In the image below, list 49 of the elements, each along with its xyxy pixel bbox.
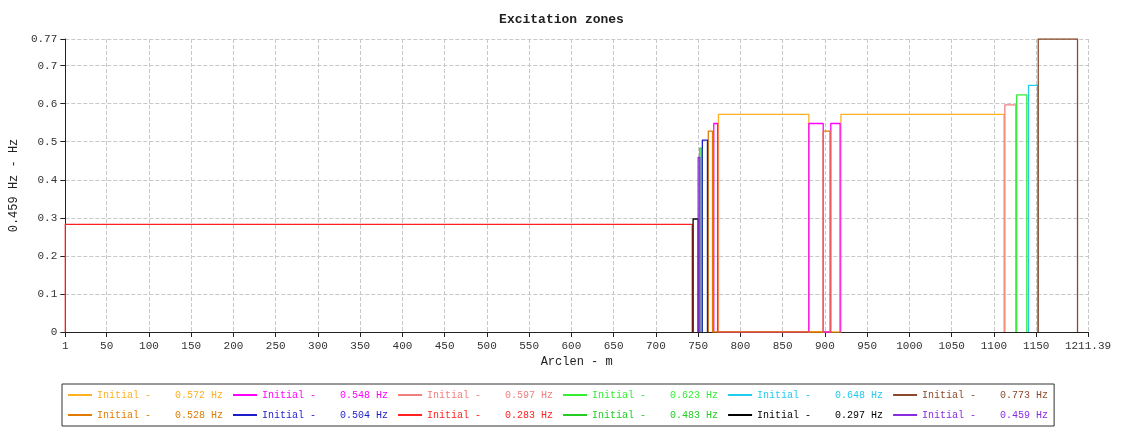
x-tick-label: 800 [730, 339, 751, 352]
x-tick-label: 650 [603, 339, 624, 352]
x-tick-label: 550 [519, 339, 540, 352]
legend-label: Initial - 0.459 Hz [922, 409, 1049, 421]
x-tick-label: 300 [308, 339, 328, 352]
legend-label: Initial - 0.597 Hz [427, 389, 554, 401]
x-tick-label: 950 [857, 339, 878, 352]
x-tick-label: 1000 [896, 339, 923, 352]
legend-label: Initial - 0.773 Hz [922, 389, 1049, 401]
chart-title: Excitation zones [499, 12, 625, 27]
legend-label: Initial - 0.283 Hz [427, 409, 554, 421]
x-tick-label: 150 [181, 339, 202, 352]
x-axis-title: Arclen - m [540, 354, 613, 369]
y-tick-label: 0.4 [37, 173, 58, 186]
x-tick-label: 350 [350, 339, 371, 352]
legend-label: Initial - 0.528 Hz [97, 409, 224, 421]
x-tick-label: 500 [477, 339, 497, 352]
x-tick-label: 1211.39 [1064, 339, 1112, 352]
legend-label: Initial - 0.548 Hz [262, 389, 389, 401]
legend-label: Initial - 0.623 Hz [592, 389, 719, 401]
x-tick-label: 850 [772, 339, 793, 352]
x-tick-label: 100 [139, 339, 159, 352]
y-tick-label: 0.3 [37, 211, 58, 224]
x-tick-label: 250 [265, 339, 286, 352]
x-tick-label: 400 [392, 339, 413, 352]
y-tick-label: 0 [50, 326, 58, 338]
legend-label: Initial - 0.483 Hz [592, 409, 719, 421]
x-tick-label: 50 [100, 339, 114, 352]
y-tick-label: 0.6 [37, 97, 58, 110]
y-tick-label: 0.2 [37, 249, 58, 262]
y-axis-title: 0.459 Hz - Hz [7, 138, 21, 233]
x-tick-label: 700 [646, 339, 666, 352]
x-tick-label: 200 [223, 339, 244, 352]
x-tick-label: 1100 [980, 339, 1008, 352]
legend-label: Initial - 0.648 Hz [757, 389, 884, 401]
x-tick-label: 900 [814, 339, 835, 352]
y-tick-label: 0.1 [37, 287, 58, 300]
x-tick-label: 1 [62, 339, 69, 352]
y-tick-label: 0.77 [30, 33, 58, 45]
x-tick-label: 750 [688, 339, 709, 352]
x-tick-label: 450 [434, 339, 455, 352]
x-tick-label: 1050 [938, 339, 965, 352]
x-tick-label: 600 [561, 339, 582, 352]
legend-label: Initial - 0.572 Hz [97, 389, 224, 401]
y-tick-label: 0.5 [37, 135, 58, 148]
legend-label: Initial - 0.297 Hz [757, 409, 884, 421]
y-tick-label: 0.7 [37, 59, 58, 72]
legend-label: Initial - 0.504 Hz [262, 409, 389, 421]
x-tick-label: 1150 [1022, 339, 1050, 352]
